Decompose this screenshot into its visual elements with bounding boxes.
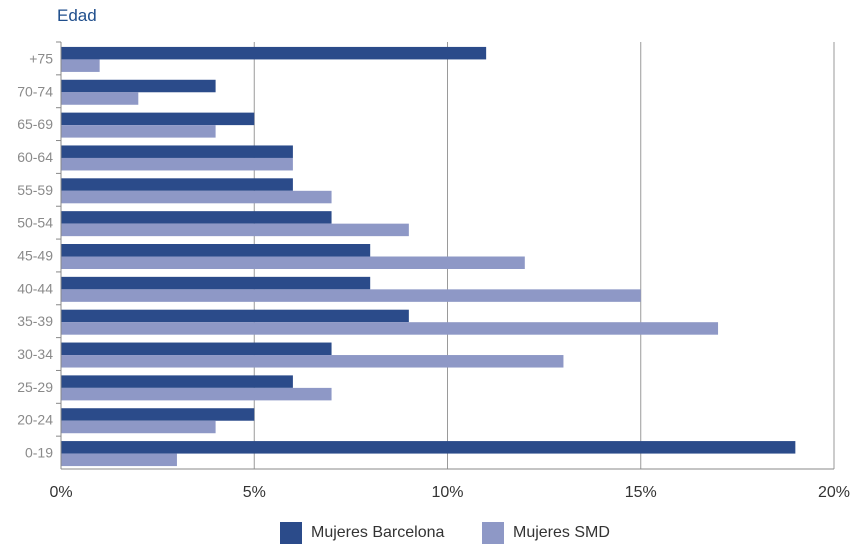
bar-mujeres-barcelona-30-34 [61, 342, 332, 356]
bars [61, 46, 796, 467]
bar-chart: +75 70-74 65-69 60-64 55-59 50-54 45-49 40-44 35… [17, 41, 850, 501]
bar-mujeres-smd-70-74 [61, 92, 139, 105]
y-tick-label: 25-29 [17, 379, 53, 395]
legend-label: Mujeres Barcelona [311, 524, 445, 541]
legend: Mujeres Barcelona Mujeres SMD [0, 522, 868, 550]
x-tick-label: 5% [243, 484, 266, 501]
legend-swatch [482, 522, 504, 544]
y-tick-label: 20-24 [17, 412, 53, 428]
bar-mujeres-barcelona-50-54 [61, 211, 332, 224]
bar-mujeres-barcelona-55-59 [61, 178, 293, 191]
y-tick-label: 50-54 [17, 215, 53, 231]
bar-mujeres-smd-40-44 [61, 289, 641, 302]
y-axis-tick-labels: +75 70-74 65-69 60-64 55-59 50-54 45-49 40-44 35… [17, 41, 61, 461]
bar-mujeres-smd-60-64 [61, 157, 293, 171]
bar-mujeres-smd-30-34 [61, 355, 564, 368]
bar-mujeres-smd-+75 [61, 59, 100, 72]
bar-mujeres-smd-50-54 [61, 223, 409, 237]
bar-mujeres-smd-55-59 [61, 190, 332, 204]
bar-mujeres-smd-65-69 [61, 125, 216, 138]
bar-mujeres-smd-20-24 [61, 420, 216, 434]
y-tick-label: 0-19 [25, 445, 53, 461]
x-tick-label: 15% [625, 484, 657, 501]
y-tick-label: 55-59 [17, 182, 53, 198]
bar-mujeres-barcelona-+75 [61, 46, 487, 60]
y-tick-label: 40-44 [17, 280, 53, 296]
bar-mujeres-smd-45-49 [61, 256, 525, 269]
y-tick-label: 35-39 [17, 313, 53, 329]
y-tick-label: 65-69 [17, 116, 53, 132]
y-tick-label: +75 [29, 50, 53, 66]
bar-mujeres-smd-25-29 [61, 387, 332, 401]
bar-mujeres-barcelona-60-64 [61, 145, 293, 158]
bar-mujeres-barcelona-35-39 [61, 309, 409, 323]
bar-mujeres-barcelona-25-29 [61, 375, 293, 388]
bar-mujeres-smd-35-39 [61, 322, 719, 335]
chart-title: Edad [57, 6, 97, 25]
legend-item-mujeres-barcelona: Mujeres Barcelona [280, 522, 444, 544]
bar-mujeres-barcelona-20-24 [61, 408, 255, 421]
y-tick-label: 45-49 [17, 248, 53, 264]
bar-mujeres-barcelona-65-69 [61, 112, 255, 126]
legend-item-mujeres-smd: Mujeres SMD [482, 522, 610, 544]
bar-mujeres-barcelona-40-44 [61, 276, 371, 290]
x-axis-tick-labels: 0% 5% 10% 15% 20% [49, 484, 850, 501]
bar-mujeres-barcelona-45-49 [61, 244, 371, 257]
bar-mujeres-barcelona-0-19 [61, 441, 796, 454]
x-tick-label: 0% [49, 484, 72, 501]
bar-mujeres-smd-0-19 [61, 453, 177, 467]
y-tick-label: 60-64 [17, 149, 53, 165]
x-tick-label: 10% [431, 484, 463, 501]
y-tick-label: 30-34 [17, 346, 53, 362]
legend-swatch [280, 522, 302, 544]
y-tick-label: 70-74 [17, 83, 53, 99]
legend-label: Mujeres SMD [513, 524, 610, 541]
x-tick-label: 20% [818, 484, 850, 501]
bar-mujeres-barcelona-70-74 [61, 79, 216, 93]
